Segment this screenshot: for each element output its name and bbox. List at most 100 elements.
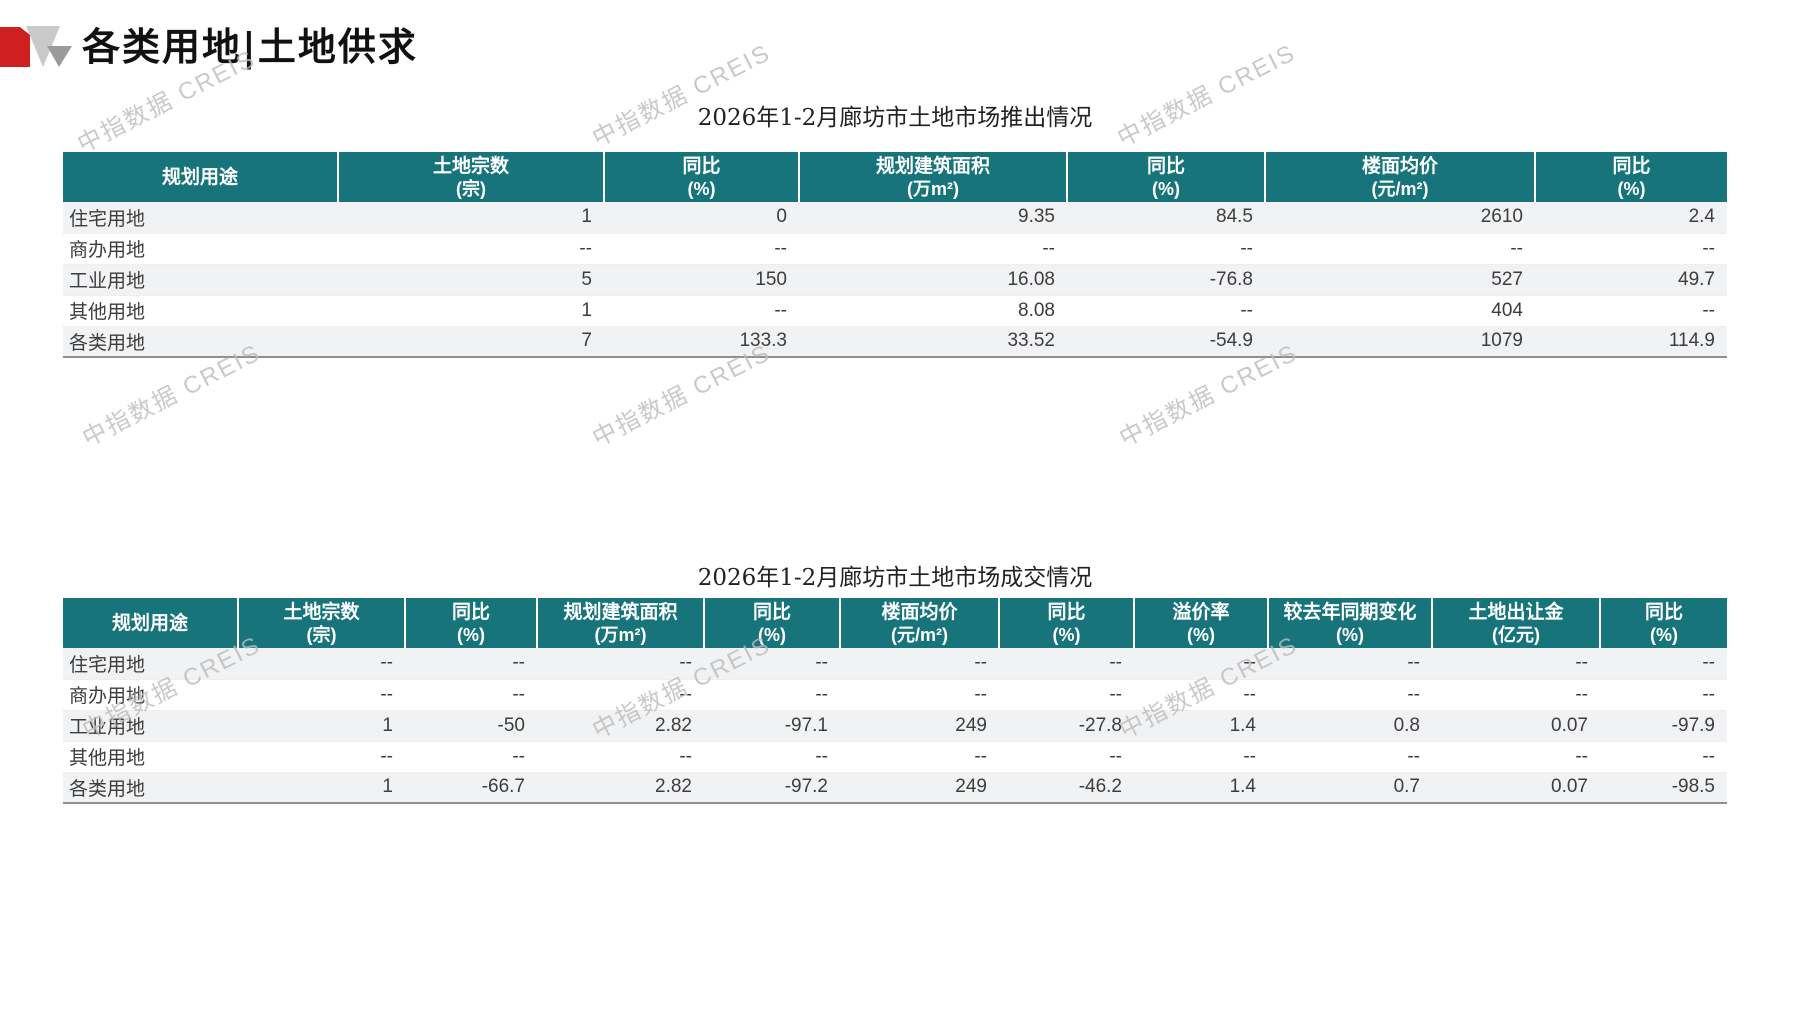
value-cell: 16.08 [1007, 268, 1055, 290]
row-label: 商办用地 [69, 686, 146, 707]
row-label: 住宅用地 [69, 208, 146, 230]
table-row: 工业用地 1 -50 2.82 -97.1 249 -27.8 1.4 0.8 0.07 -97.9 [63, 710, 1727, 741]
value-cell: -- [1702, 299, 1715, 321]
value-cell: -- [1575, 745, 1588, 767]
value-cell: -97.9 [1671, 714, 1715, 736]
table-row: 住宅用地 1 0 9.35 84.5 2610 2.4 [63, 202, 1727, 233]
value-cell: 133.3 [739, 330, 787, 352]
row-label: 商办用地 [69, 240, 146, 261]
value-cell: -76.8 [1209, 268, 1253, 290]
value-cell: -- [1702, 683, 1715, 705]
value-cell: -- [512, 652, 525, 674]
value-cell: -- [1575, 683, 1588, 705]
column-header: 较去年同期变化 (%) [1268, 598, 1433, 648]
column-header: 同比 (%) [405, 598, 538, 648]
row-label: 各类用地 [69, 332, 146, 354]
value-cell: -- [1240, 237, 1253, 259]
value-cell: -- [1702, 652, 1715, 674]
table-row: 其他用地 1 -- 8.08 -- 404 -- [63, 295, 1727, 326]
row-label: 工业用地 [69, 271, 146, 292]
value-cell: 114.9 [1668, 330, 1715, 352]
column-header: 土地出让金 (亿元) [1432, 598, 1601, 648]
value-cell: 5 [581, 268, 592, 290]
value-cell: -- [1109, 745, 1122, 767]
table2-title: 2026年1-2月廊坊市土地市场成交情况 [697, 565, 1093, 591]
column-header: 土地宗数 (宗) [338, 152, 605, 202]
row-label: 各类用地 [69, 778, 146, 800]
value-cell: -- [1407, 652, 1420, 674]
value-cell: 249 [955, 714, 987, 736]
table-header-row: 规划用途 土地宗数 (宗) 同比 (%) 规划建筑面积 (万m²) 同比 (%) 楼面均价 (元/m… [63, 598, 1727, 648]
table1-title: 2026年1-2月廊坊市土地市场推出情况 [697, 105, 1093, 131]
column-header: 同比 (%) [1535, 152, 1727, 202]
creis-logo-icon [0, 22, 72, 68]
column-header: 楼面均价 (元/m²) [1265, 152, 1536, 202]
value-cell: -- [974, 745, 987, 767]
value-cell: -54.9 [1209, 330, 1253, 352]
value-cell: -- [1042, 237, 1055, 259]
value-cell: 1 [382, 714, 393, 736]
value-cell: 2610 [1480, 206, 1523, 228]
value-cell: -- [974, 652, 987, 674]
watermark: 中指数据 CREIS [1113, 39, 1301, 153]
value-cell: -- [1240, 299, 1253, 321]
table-row: 其他用地 -- -- -- -- -- -- -- -- -- -- [63, 741, 1727, 772]
row-label: 其他用地 [69, 748, 146, 769]
column-header: 溢价率 (%) [1134, 598, 1269, 648]
value-cell: 2.82 [655, 714, 692, 736]
value-cell: 249 [955, 776, 987, 798]
value-cell: -- [1407, 745, 1420, 767]
value-cell: 84.5 [1216, 206, 1253, 228]
value-cell: -- [974, 683, 987, 705]
value-cell: -- [815, 683, 828, 705]
value-cell: 9.35 [1018, 206, 1055, 228]
column-header: 同比 (%) [604, 152, 800, 202]
column-header: 规划用途 [63, 152, 339, 202]
value-cell: 1 [581, 206, 592, 228]
value-cell: 8.08 [1018, 299, 1055, 321]
land-supply-table: 规划用途 土地宗数 (宗) 同比 (%) 规划建筑面积 (万m²) 同比 (%) 楼面均价 (元/m… [63, 152, 1727, 358]
value-cell: 0.07 [1551, 776, 1588, 798]
table-row: 商办用地 -- -- -- -- -- -- [63, 233, 1727, 264]
table-row: 各类用地 7 133.3 33.52 -54.9 1079 114.9 [63, 326, 1727, 357]
value-cell: -- [380, 745, 393, 767]
value-cell: -97.1 [784, 714, 828, 736]
value-cell: -- [1109, 652, 1122, 674]
value-cell: 33.52 [1007, 330, 1055, 352]
value-cell: -- [1575, 652, 1588, 674]
table-row: 商办用地 -- -- -- -- -- -- -- -- -- -- [63, 679, 1727, 710]
value-cell: -- [679, 683, 692, 705]
value-cell: -- [815, 745, 828, 767]
value-cell: -98.5 [1671, 776, 1715, 798]
row-label: 其他用地 [69, 302, 146, 323]
value-cell: 1 [581, 299, 592, 321]
value-cell: -- [774, 237, 787, 259]
value-cell: 150 [755, 268, 787, 290]
value-cell: 1.4 [1229, 776, 1256, 798]
value-cell: -- [679, 745, 692, 767]
value-cell: 2.4 [1688, 206, 1715, 228]
column-header: 同比 (%) [1600, 598, 1727, 648]
value-cell: -- [1407, 683, 1420, 705]
value-cell: -- [380, 652, 393, 674]
value-cell: -- [1109, 683, 1122, 705]
value-cell: -46.2 [1078, 776, 1122, 798]
column-header: 规划用途 [63, 598, 239, 648]
table-row: 工业用地 5 150 16.08 -76.8 527 49.7 [63, 264, 1727, 295]
value-cell: -- [774, 299, 787, 321]
value-cell: -- [1243, 652, 1256, 674]
column-header: 规划建筑面积 (万m²) [799, 152, 1068, 202]
value-cell: -50 [497, 714, 525, 736]
watermark: 中指数据 CREIS [588, 39, 776, 153]
value-cell: -66.7 [481, 776, 525, 798]
value-cell: -- [1702, 237, 1715, 259]
column-header: 同比 (%) [999, 598, 1135, 648]
column-header: 同比 (%) [1067, 152, 1266, 202]
value-cell: -- [579, 237, 592, 259]
value-cell: -- [1243, 745, 1256, 767]
value-cell: 0.07 [1551, 714, 1588, 736]
value-cell: 527 [1491, 268, 1523, 290]
value-cell: 0.8 [1393, 714, 1420, 736]
column-header: 土地宗数 (宗) [238, 598, 406, 648]
value-cell: 2.82 [655, 776, 692, 798]
